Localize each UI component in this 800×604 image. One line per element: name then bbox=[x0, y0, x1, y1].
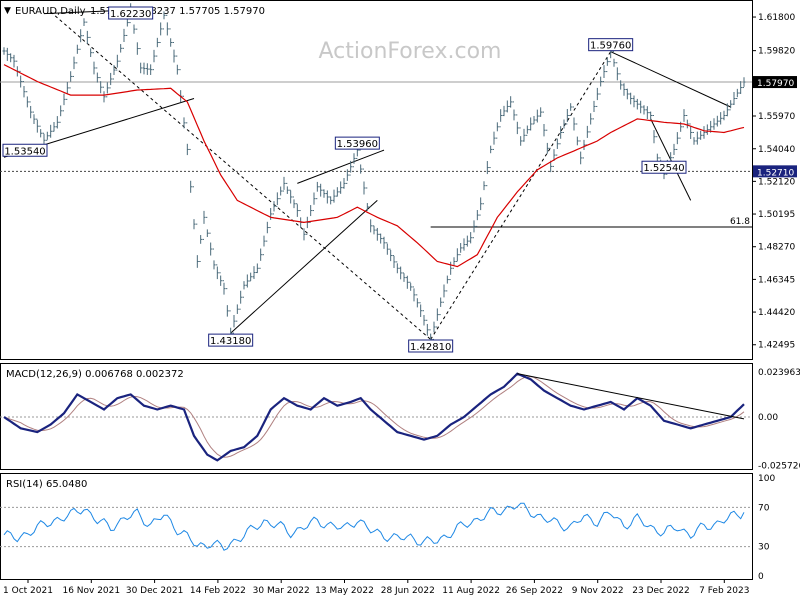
time-axis-label: 28 Jun 2022 bbox=[381, 586, 435, 596]
price-annotation-label: 1.53540 bbox=[4, 146, 45, 157]
time-axis-label: 14 Feb 2022 bbox=[190, 586, 246, 596]
price-annotation-label: 1.53960 bbox=[337, 139, 378, 150]
time-axis-label: 13 May 2022 bbox=[315, 586, 374, 596]
price-axis-label: 1.54040 bbox=[758, 145, 795, 155]
price-axis-label: 1.50195 bbox=[758, 210, 795, 220]
rsi-axis-label: 0 bbox=[758, 572, 764, 582]
current-price-label-box bbox=[753, 76, 797, 89]
price-annotations: 1.62230 1.53540 1.43180 1.53960 1.42810 1.597… bbox=[2, 6, 687, 353]
horizontal-levels: 61.8 bbox=[0, 81, 752, 228]
macd-series: 0.023963 0.00 -0.025726 bbox=[0, 368, 800, 471]
time-axis-label: 16 Nov 2021 bbox=[62, 586, 120, 596]
price-axis-label: 1.52120 bbox=[758, 177, 795, 187]
time-axis-label: 23 Dec 2022 bbox=[632, 586, 690, 596]
chart-title: EURAUD,Daily bbox=[15, 6, 86, 17]
rsi-panel-frame bbox=[0, 473, 753, 580]
macd-divergence-line bbox=[517, 373, 745, 420]
time-axis-label: 30 Dec 2021 bbox=[126, 586, 184, 596]
rsi-series: 100 70 30 0 bbox=[0, 474, 775, 582]
rsi-axis-label: 30 bbox=[758, 543, 770, 553]
price-axis-label: 1.55970 bbox=[758, 112, 795, 122]
support-level-label: 1.52710 bbox=[757, 168, 794, 178]
price-annotation-label: 1.62230 bbox=[110, 9, 151, 20]
macd-axis-label: 0.00 bbox=[758, 413, 778, 423]
price-annotation-label: 1.59760 bbox=[590, 41, 631, 52]
price-axis-label: 1.44420 bbox=[758, 308, 795, 318]
rsi-title: RSI(14) 65.0480 bbox=[6, 479, 87, 490]
fib-level-label: 61.8 bbox=[730, 217, 750, 227]
trendline-dashed-rise bbox=[430, 51, 612, 340]
time-axis-label: 9 Nov 2022 bbox=[572, 586, 624, 596]
trendline-rise bbox=[230, 200, 378, 334]
support-level-label-box bbox=[753, 165, 797, 178]
price-panel-frame bbox=[0, 0, 753, 360]
price-axis-label: 1.46345 bbox=[758, 275, 795, 285]
macd-line bbox=[3, 372, 745, 462]
time-axis-label: 26 Sep 2022 bbox=[506, 586, 563, 596]
price-axis-label: 1.48270 bbox=[758, 243, 795, 253]
ma-line bbox=[3, 64, 745, 268]
price-axis-label: 1.61800 bbox=[758, 13, 795, 23]
price-annotation-box bbox=[208, 333, 254, 347]
current-price-label: 1.57970 bbox=[757, 79, 794, 89]
price-axis-label: 1.59820 bbox=[758, 47, 795, 57]
time-axis-label: 7 Feb 2023 bbox=[699, 586, 749, 596]
trendline-falling-resistance bbox=[610, 51, 731, 108]
price-annotation-box bbox=[2, 143, 48, 157]
header-arrow-icon: ▼ bbox=[4, 6, 11, 16]
price-annotation-box bbox=[334, 136, 380, 150]
price-annotation-box bbox=[641, 160, 687, 174]
macd-signal-line bbox=[3, 376, 745, 458]
axes: 1.618001.598201.578401.559701.540401.521… bbox=[3, 13, 797, 596]
macd-axis-label: -0.025726 bbox=[758, 461, 800, 471]
time-axis-label: 1 Oct 2021 bbox=[3, 586, 53, 596]
watermark: ActionForex.com bbox=[319, 39, 502, 64]
trendline-wedge-top bbox=[297, 149, 385, 184]
time-axis-label: 11 Aug 2022 bbox=[442, 586, 500, 596]
price-axis-label: 1.42495 bbox=[758, 341, 795, 351]
price-annotation-label: 1.42810 bbox=[410, 342, 451, 353]
price-annotation-box bbox=[408, 339, 454, 353]
price-series bbox=[2, 3, 746, 346]
time-axis-label: 30 Mar 2022 bbox=[253, 586, 310, 596]
rsi-line bbox=[3, 502, 745, 551]
price-annotation-box bbox=[108, 6, 154, 20]
ohlc-readout: 1.57794 1.58237 1.57705 1.57970 bbox=[90, 6, 265, 17]
macd-title: MACD(12,26,9) 0.006768 0.002372 bbox=[6, 369, 184, 380]
price-annotation-label: 1.43180 bbox=[210, 336, 251, 347]
macd-axis-label: 0.023963 bbox=[758, 368, 800, 378]
rsi-axis-label: 100 bbox=[758, 474, 775, 484]
moving-average bbox=[3, 64, 745, 268]
price-annotation-box bbox=[588, 38, 634, 52]
price-annotation-label: 1.52540 bbox=[643, 163, 684, 174]
rsi-axis-label: 70 bbox=[758, 503, 770, 513]
